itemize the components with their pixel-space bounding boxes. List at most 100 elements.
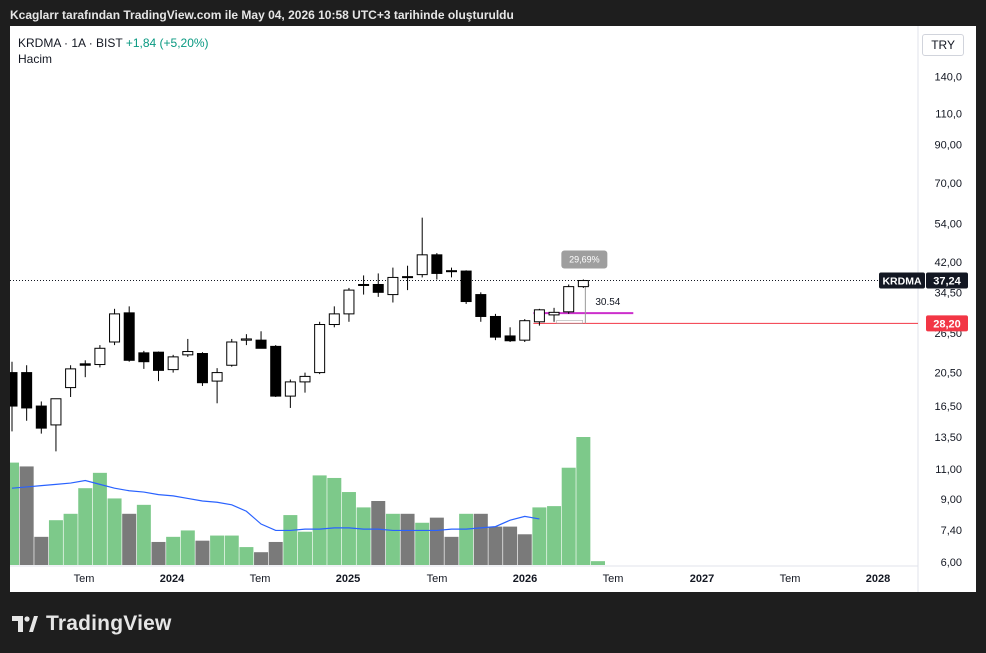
candle-body — [35, 405, 47, 429]
price-change: +1,84 (+5,20%) — [125, 36, 209, 50]
levels: 30.54 29,69% — [10, 250, 918, 324]
chart-header: Kcaglarr tarafından TradingView.com ile … — [10, 8, 514, 22]
candle-body — [431, 254, 443, 274]
price-chart[interactable]: 30.54 29,69% 140,0 110,0 90,00 70,00 54,00 42,… — [10, 26, 976, 592]
volume-bar — [19, 466, 34, 565]
candle-body — [475, 294, 487, 317]
volume-bar — [385, 513, 400, 565]
price-axis-bg — [919, 26, 976, 592]
time-tick: 2025 — [336, 573, 360, 585]
price-axis: 140,0110,090,0070,0054,0042,0034,5026,50… — [919, 26, 976, 592]
volume-bar — [107, 498, 122, 565]
candle-body — [563, 286, 575, 313]
measure-base — [556, 320, 583, 324]
candle-body — [533, 309, 545, 323]
time-tick: 2028 — [866, 573, 890, 585]
last-price-value: 37,24 — [933, 276, 961, 288]
candle-body — [372, 283, 384, 293]
volume-bar — [488, 526, 503, 565]
candle-body — [343, 289, 355, 315]
volume-bar — [122, 513, 137, 565]
candle-body — [65, 368, 77, 389]
candles — [10, 217, 589, 452]
price-tick: 20,50 — [934, 368, 962, 380]
candle-body — [328, 313, 340, 326]
pink-level-label: 30.54 — [595, 297, 620, 308]
volume-bar — [356, 507, 371, 565]
candle-body — [50, 398, 62, 426]
volume-bar — [283, 515, 298, 565]
volume-bar — [63, 513, 78, 565]
volume-bar — [459, 513, 474, 565]
candle-body — [284, 381, 296, 397]
candle-body — [21, 372, 33, 409]
price-tick: 90,00 — [934, 139, 962, 151]
candle-body — [489, 315, 501, 338]
time-tick: Tem — [603, 573, 624, 585]
volume-bar — [210, 535, 225, 565]
volume-bar — [298, 531, 312, 565]
time-tick: Tem — [74, 573, 95, 585]
candle-body — [94, 347, 106, 366]
price-tick: 6,00 — [941, 557, 962, 569]
grid — [10, 26, 919, 592]
candle-body — [387, 276, 399, 296]
candle-body — [519, 320, 531, 341]
volume-legend-label[interactable]: Hacim — [18, 52, 53, 66]
volume-bar — [180, 530, 195, 565]
badges: KRDMA 37,24 28,20 — [879, 272, 968, 332]
time-tick: Tem — [780, 573, 801, 585]
candle-body — [182, 351, 194, 356]
candle-body — [240, 338, 252, 341]
measure-label: 29,69% — [569, 255, 600, 265]
chart-legend: KRDMA · 1A · BIST +1,84 (+5,20%) Hacim — [18, 35, 209, 67]
volume-bar — [371, 501, 386, 565]
price-tick: 34,50 — [934, 287, 962, 299]
candle-body — [402, 276, 414, 279]
tradingview-logo[interactable]: TradingView — [12, 612, 172, 636]
volume-bar — [92, 472, 107, 565]
price-tick: 13,50 — [934, 432, 962, 444]
candle-body — [79, 363, 91, 366]
price-tick: 7,40 — [941, 525, 962, 537]
volume-bar — [10, 462, 19, 565]
volume-bar — [224, 535, 239, 565]
chart-panel[interactable]: 30.54 29,69% 140,0 110,0 90,00 70,00 54,00 42,… — [10, 26, 976, 592]
volume-bar — [473, 513, 488, 565]
price-tick: 140,0 — [934, 71, 962, 83]
candle-body — [577, 280, 589, 288]
price-tick: 16,50 — [934, 401, 962, 413]
volume-bar — [327, 477, 342, 565]
price-tick: 42,00 — [934, 257, 962, 269]
volume-bar — [532, 507, 547, 565]
price-tick: 9,00 — [941, 494, 962, 506]
tradingview-icon — [12, 616, 38, 632]
candle-body — [548, 311, 560, 316]
candle-body — [504, 335, 516, 342]
candle-body — [226, 341, 238, 366]
volume-bar — [268, 541, 283, 565]
volume-bar — [429, 517, 444, 565]
volume-bar — [48, 520, 63, 565]
currency-button[interactable]: TRY — [922, 34, 964, 56]
candle-body — [211, 372, 223, 382]
symbol-badge — [879, 272, 925, 289]
volume-bar — [78, 488, 93, 565]
volume-bar — [400, 513, 415, 565]
support-value: 28,20 — [933, 318, 961, 330]
volume-bar — [517, 534, 532, 565]
support-badge — [926, 315, 968, 332]
volume-bar — [547, 506, 562, 565]
time-tick: 2027 — [690, 573, 714, 585]
symbol-info[interactable]: KRDMA · 1A · BIST — [18, 36, 123, 50]
volume-bar — [34, 536, 49, 565]
time-tick: Tem — [427, 573, 448, 585]
candle-body — [358, 283, 370, 286]
price-tick: 11,00 — [935, 464, 962, 476]
symbol-badge-label: KRDMA — [882, 276, 921, 288]
candle-body — [138, 352, 150, 363]
candle-body — [416, 254, 428, 276]
volume-bar — [151, 541, 166, 565]
volume-bar — [195, 540, 210, 565]
volume-bar — [341, 492, 356, 565]
